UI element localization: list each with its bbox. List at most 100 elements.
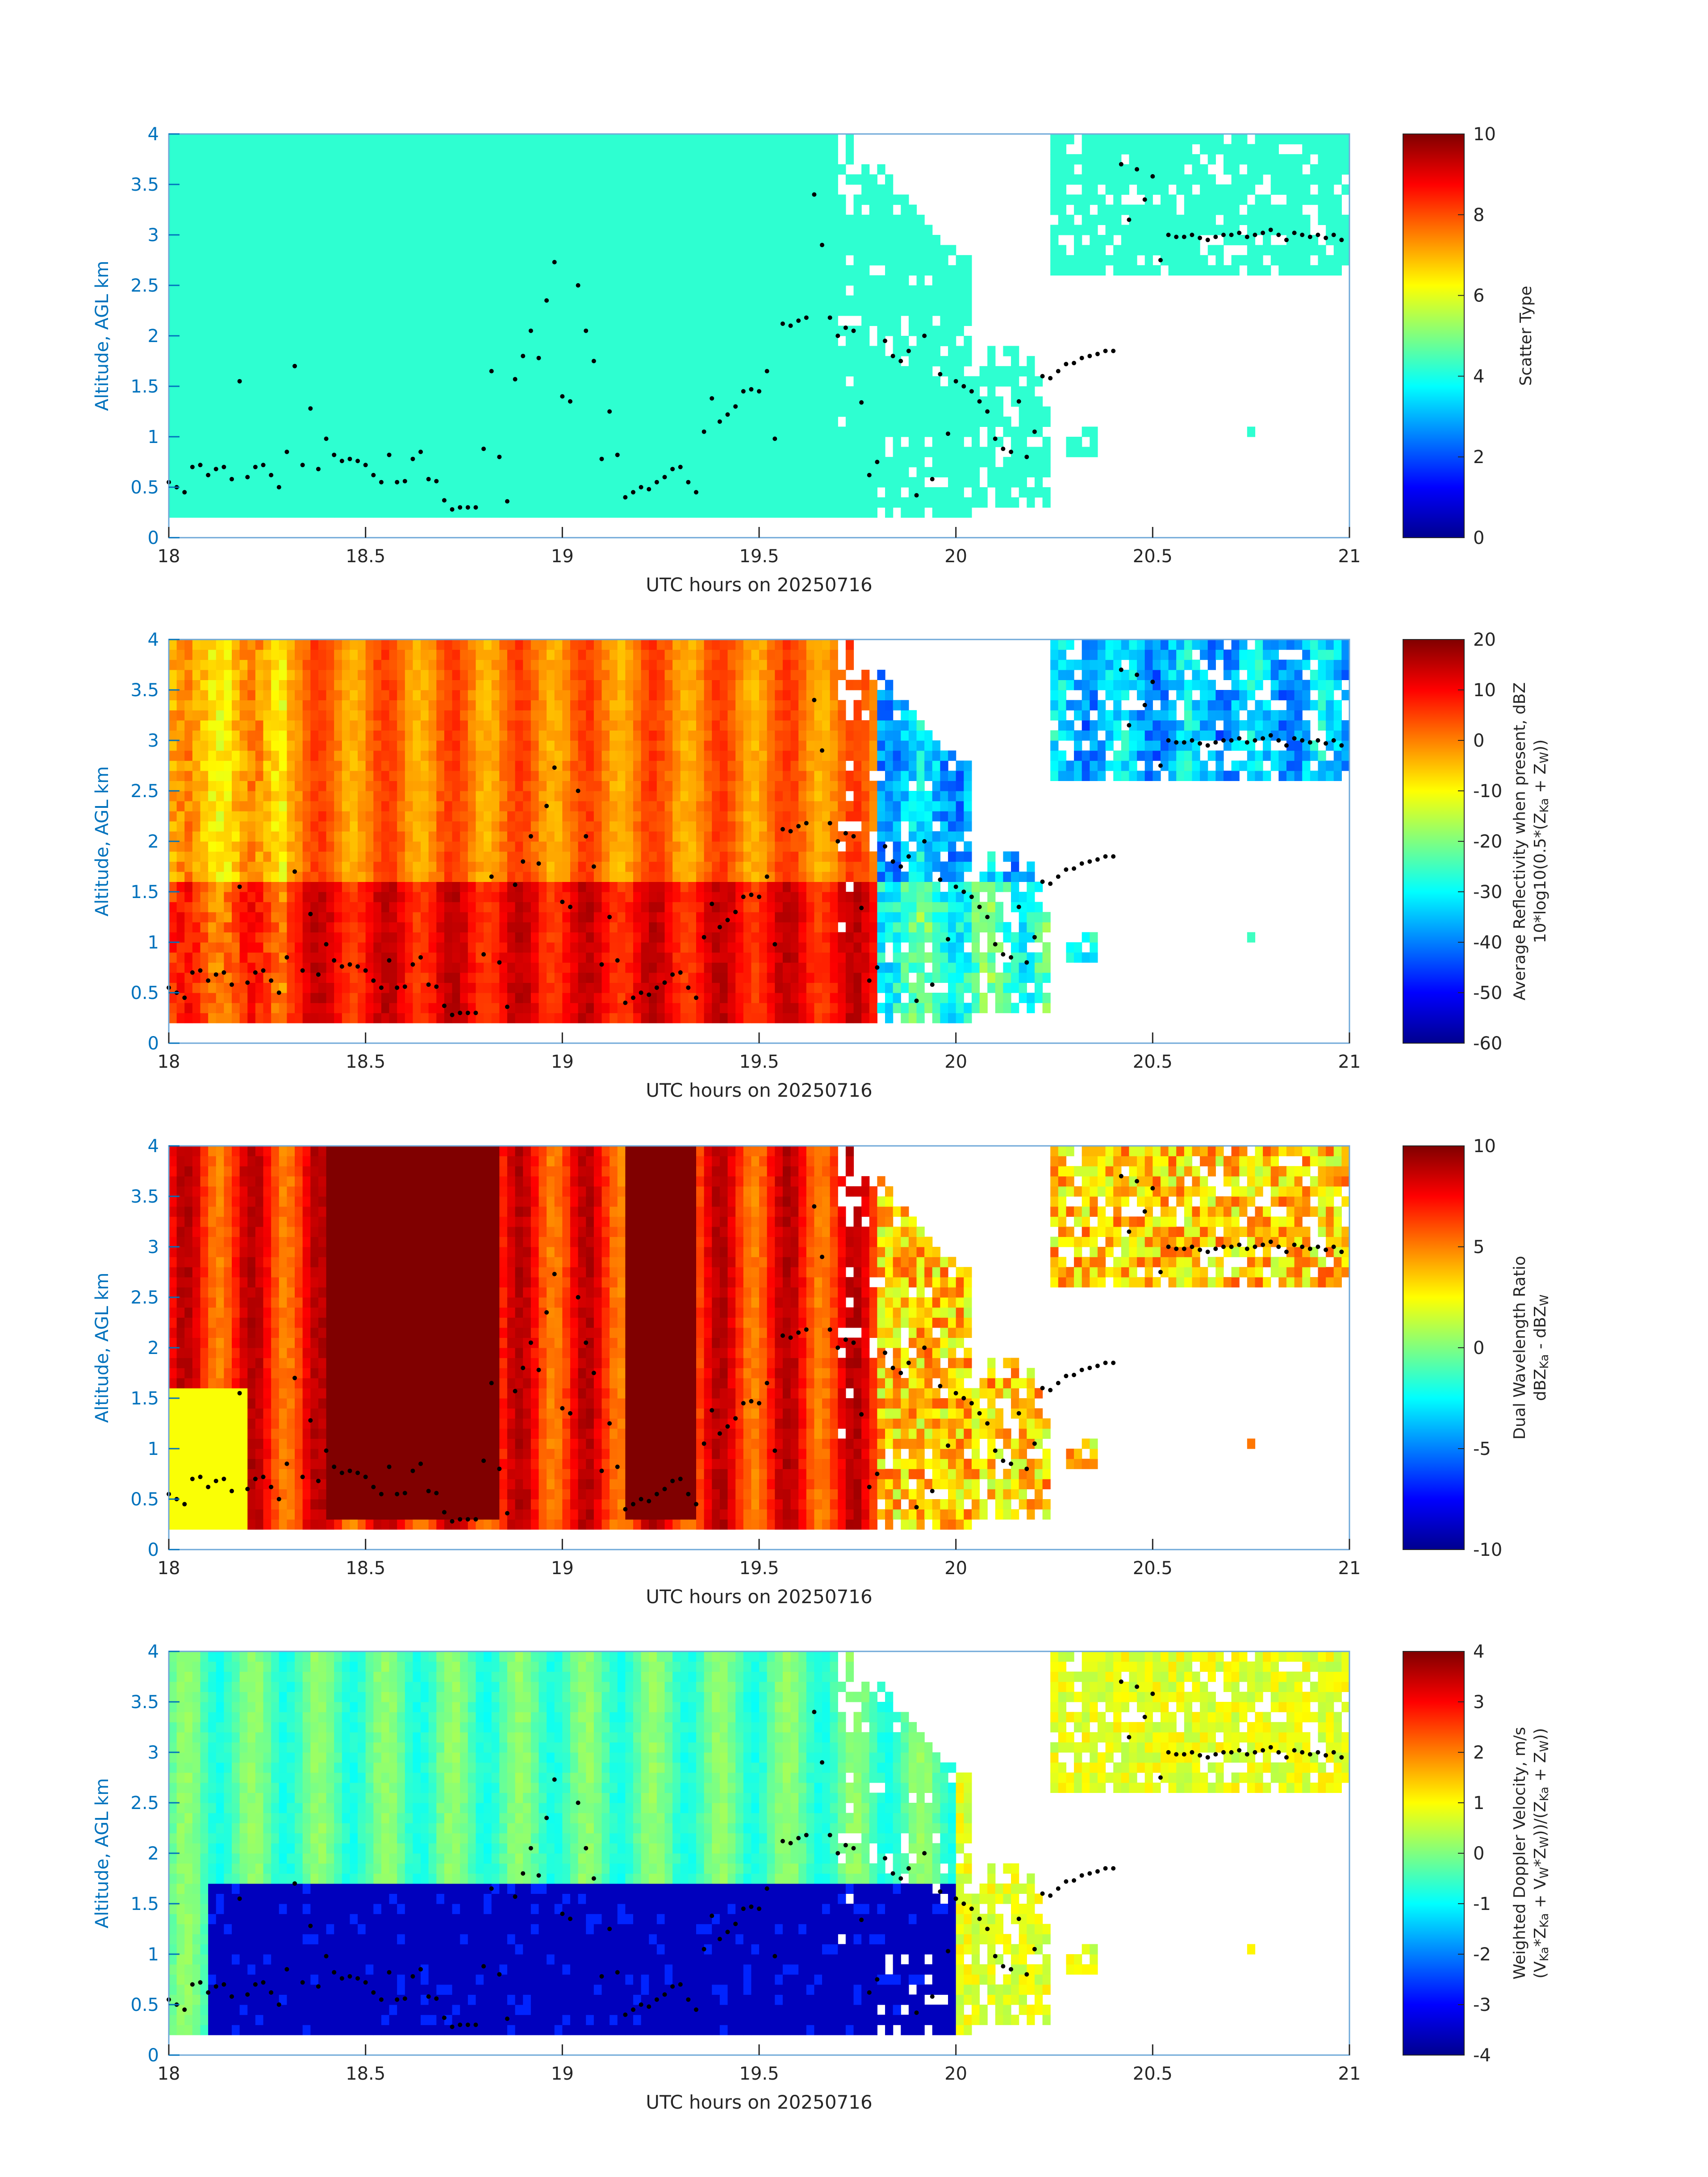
heatmap-cell xyxy=(1129,154,1137,165)
heatmap-cell xyxy=(405,336,413,347)
heatmap-cell xyxy=(232,134,240,145)
heatmap-cell xyxy=(822,376,831,387)
heatmap-cell xyxy=(782,305,791,316)
heatmap-cell xyxy=(397,406,405,417)
heatmap-cell xyxy=(176,861,185,872)
heatmap-cell xyxy=(1278,265,1287,276)
heatmap-cell xyxy=(704,326,712,336)
heatmap-cell xyxy=(672,336,681,347)
heatmap-cell xyxy=(964,336,972,347)
heatmap-cell xyxy=(184,507,193,518)
heatmap-cell xyxy=(719,376,728,387)
heatmap-cell xyxy=(869,366,877,376)
heatmap-cell xyxy=(263,144,271,155)
heatmap-cell xyxy=(200,406,209,417)
heatmap-cell xyxy=(743,194,752,205)
cloud-base-point xyxy=(678,464,683,469)
heatmap-cell xyxy=(295,426,303,437)
heatmap-cell xyxy=(1066,437,1074,447)
heatmap-cell xyxy=(767,315,775,326)
heatmap-cell xyxy=(861,487,870,498)
heatmap-cell xyxy=(428,305,437,316)
heatmap-cell xyxy=(719,437,728,447)
heatmap-cell xyxy=(232,760,240,771)
heatmap-cell xyxy=(664,154,673,165)
heatmap-cell xyxy=(586,134,594,145)
heatmap-cell xyxy=(342,245,351,255)
heatmap-cell xyxy=(515,305,523,316)
heatmap-cell xyxy=(302,164,311,175)
heatmap-cell xyxy=(295,346,303,356)
heatmap-cell xyxy=(1278,184,1287,195)
heatmap-cell xyxy=(539,164,547,175)
heatmap-cell xyxy=(680,376,689,387)
heatmap-cell xyxy=(578,235,586,246)
heatmap-cell xyxy=(468,406,476,417)
heatmap-cell xyxy=(1302,174,1311,185)
heatmap-cell xyxy=(971,487,980,498)
heatmap-cell xyxy=(318,326,327,336)
heatmap-cell xyxy=(641,447,649,457)
heatmap-cell xyxy=(633,396,642,407)
heatmap-cell xyxy=(1153,144,1161,155)
heatmap-cell xyxy=(610,154,618,165)
heatmap-cell xyxy=(428,174,437,185)
heatmap-cell xyxy=(586,477,594,488)
heatmap-cell xyxy=(310,336,319,347)
heatmap-cell xyxy=(318,336,327,347)
heatmap-cell xyxy=(192,861,201,872)
heatmap-cell xyxy=(830,336,838,347)
heatmap-cell xyxy=(570,245,579,255)
heatmap-cell xyxy=(610,305,618,316)
heatmap-cell xyxy=(460,497,468,508)
heatmap-cell xyxy=(649,305,657,316)
heatmap-cell xyxy=(601,447,610,457)
heatmap-cell xyxy=(176,902,185,912)
heatmap-cell xyxy=(751,467,760,477)
heatmap-cell xyxy=(239,255,248,266)
heatmap-cell xyxy=(719,336,728,347)
heatmap-cell xyxy=(964,497,972,508)
heatmap-cell xyxy=(287,396,295,407)
heatmap-cell xyxy=(176,356,185,367)
heatmap-cell xyxy=(1090,447,1098,457)
heatmap-cell xyxy=(1034,426,1043,437)
heatmap-cell xyxy=(633,154,642,165)
heatmap-cell xyxy=(421,154,429,165)
heatmap-cell xyxy=(499,295,508,306)
heatmap-cell xyxy=(200,841,209,852)
heatmap-cell xyxy=(184,902,193,912)
cloud-base-point xyxy=(521,354,526,359)
heatmap-cell xyxy=(586,416,594,427)
heatmap-cell xyxy=(358,467,366,477)
heatmap-cell xyxy=(421,265,429,276)
heatmap-cell xyxy=(940,285,948,296)
heatmap-cell xyxy=(428,437,437,447)
heatmap-cell xyxy=(547,376,555,387)
heatmap-cell xyxy=(806,467,814,477)
heatmap-cell xyxy=(232,680,240,690)
heatmap-cell xyxy=(216,750,224,761)
heatmap-cell xyxy=(176,710,185,721)
cloud-base-point xyxy=(890,354,895,359)
heatmap-cell xyxy=(617,467,626,477)
heatmap-cell xyxy=(176,205,185,215)
heatmap-cell xyxy=(1153,214,1161,225)
heatmap-cell xyxy=(263,477,271,488)
heatmap-cell xyxy=(1082,194,1090,205)
heatmap-cell xyxy=(664,184,673,195)
heatmap-cell xyxy=(1042,416,1051,427)
heatmap-cell xyxy=(948,467,956,477)
y-tick-label: 1 xyxy=(148,427,159,447)
heatmap-cell xyxy=(365,416,374,427)
heatmap-cell xyxy=(696,356,705,367)
heatmap-cell xyxy=(184,760,193,771)
heatmap-cell xyxy=(814,154,823,165)
heatmap-cell xyxy=(208,922,217,932)
heatmap-cell xyxy=(255,902,264,912)
heatmap-cell xyxy=(515,245,523,255)
heatmap-cell xyxy=(743,315,752,326)
heatmap-cell xyxy=(1082,225,1090,235)
heatmap-cell xyxy=(192,507,201,518)
heatmap-cell xyxy=(664,447,673,457)
